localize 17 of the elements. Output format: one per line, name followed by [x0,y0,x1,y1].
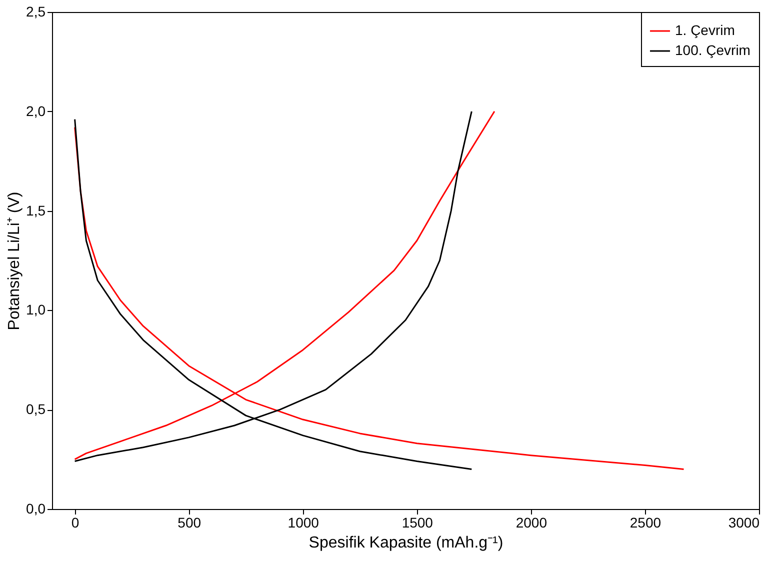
y-tick-label: 2,0 [26,102,46,119]
y-tick-label: 0,5 [26,401,46,418]
legend-label: 1. Çevrim [675,22,735,38]
x-tick-label: 500 [178,514,202,530]
y-tick-label: 0,0 [26,500,46,516]
x-tick-label: 2000 [516,514,548,530]
x-tick-label: 1500 [402,514,434,530]
x-axis-title: Spesifik Kapasite (mAh.g⁻¹) [308,534,504,552]
y-axis-title: Potansiyel Li/Li⁺ (V) [6,192,24,330]
y-tick-label: 2,5 [26,4,46,20]
x-tick-label: 1000 [288,514,320,530]
x-tick-label: 2500 [630,514,662,530]
x-tick-label: 3000 [728,514,760,530]
y-tick-label: 1,0 [26,302,46,318]
x-tick-label: 0 [71,514,80,530]
legend-label: 100. Çevrim [675,42,750,58]
y-tick-label: 1,5 [26,202,46,218]
